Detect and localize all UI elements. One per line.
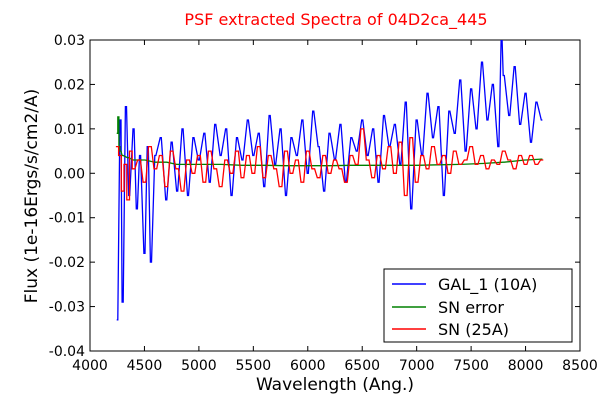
series-line-2	[115, 128, 544, 201]
y-tick-label: -0.04	[49, 344, 85, 360]
x-tick-label: 8000	[508, 358, 544, 374]
x-tick-label: 7000	[399, 358, 435, 374]
x-tick-label: 6000	[290, 358, 326, 374]
x-tick-label: 4500	[127, 358, 163, 374]
legend-label-sn-error: SN error	[438, 298, 504, 317]
legend-label-sn: SN (25A)	[438, 320, 509, 339]
x-tick-label: 6500	[344, 358, 380, 374]
series-line-1	[116, 116, 543, 167]
legend: GAL_1 (10A) SN error SN (25A)	[383, 268, 573, 343]
plot-area: 4000 4500 5000 5500 6000 6500 7000 7500 8000 8500…	[49, 33, 598, 374]
y-axis-label: Flux (1e-16Ergs/s/cm2/A)	[22, 89, 42, 304]
x-tick-label: 5500	[236, 358, 272, 374]
x-axis-label: Wavelength (Ang.)	[256, 375, 414, 395]
x-tick-label: 7500	[453, 358, 489, 374]
legend-box	[383, 268, 573, 343]
y-tick-label: 0.00	[54, 166, 85, 182]
x-tick-label: 5000	[181, 358, 217, 374]
ticks-layer: 4000 4500 5000 5500 6000 6500 7000 7500 8000 8500…	[49, 33, 598, 374]
series-layer	[115, 40, 544, 321]
y-tick-label: -0.03	[49, 300, 85, 316]
x-tick-label: 4000	[72, 358, 108, 374]
chart-title: PSF extracted Spectra of 04D2ca_445	[184, 10, 487, 30]
x-tick-label: 8500	[562, 358, 598, 374]
legend-label-gal: GAL_1 (10A)	[438, 275, 537, 295]
y-tick-label: 0.01	[54, 122, 85, 138]
y-tick-label: -0.01	[49, 211, 85, 227]
y-tick-label: 0.02	[54, 77, 85, 93]
y-tick-label: 0.03	[54, 33, 85, 49]
y-tick-label: -0.02	[49, 255, 85, 271]
